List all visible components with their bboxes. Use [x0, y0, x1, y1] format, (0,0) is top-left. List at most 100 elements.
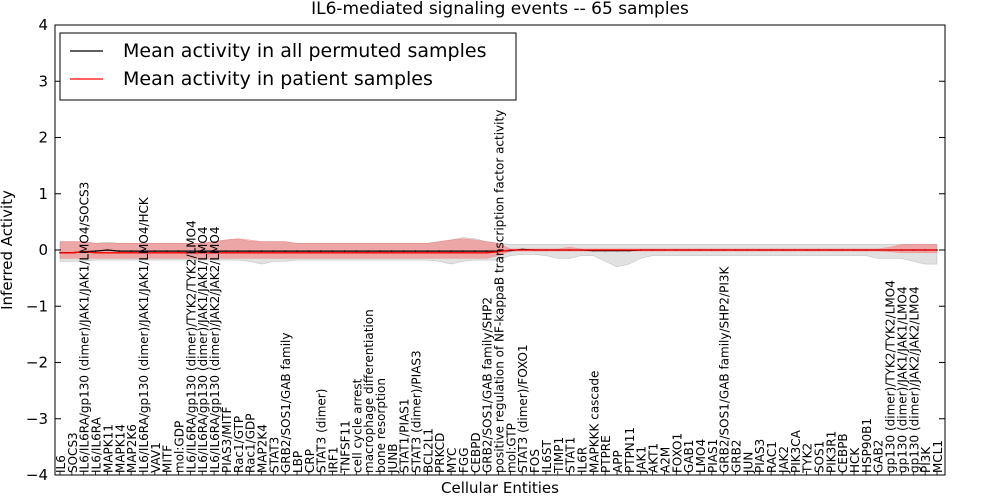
entity-label: JUN	[741, 452, 755, 474]
point-permuted	[177, 250, 180, 252]
entity-label: PTPRE	[599, 435, 613, 473]
entity-label: MAPK14	[113, 424, 127, 473]
entity-label: TYK2	[801, 443, 815, 474]
entity-label: SOS1	[813, 441, 827, 473]
legend-box	[59, 32, 517, 101]
entity-label: GRB2	[730, 439, 744, 473]
entity-label: HSP90B1	[860, 418, 874, 473]
point-permuted	[284, 250, 287, 252]
entity-label: APP	[611, 450, 625, 473]
entity-label: VAV1	[149, 442, 163, 473]
legend-label-permuted: Mean activity in all permuted samples	[123, 40, 486, 62]
entity-label: CRP	[303, 449, 317, 473]
x-axis-label: Cellular Entities	[441, 479, 559, 497]
entity-label: BCL2L1	[421, 428, 435, 473]
point-permuted	[165, 250, 168, 252]
y-tick-label: −1	[26, 297, 48, 315]
entity-label: TNFSF11	[338, 420, 352, 474]
legend: Mean activity in all permuted samples Me…	[59, 32, 517, 101]
entity-label: TIMP1	[552, 437, 566, 474]
point-permuted	[367, 250, 369, 252]
entity-label: FOS	[528, 449, 542, 473]
entity-label: JAK1	[635, 446, 649, 474]
entity-label: MCL1	[931, 440, 945, 473]
entity-label: GAB2	[872, 440, 886, 473]
entity-label: SOCS3	[66, 432, 80, 473]
point-permuted	[414, 250, 417, 252]
point-permuted	[225, 250, 227, 252]
point-permuted	[189, 250, 192, 252]
point-permuted	[308, 250, 310, 252]
entity-label: mol:GDP	[173, 421, 187, 473]
y-tick-label: −3	[26, 410, 48, 428]
point-permuted	[402, 250, 405, 252]
entity-label: PIK3R1	[824, 431, 838, 473]
point-permuted	[260, 250, 263, 252]
point-permuted	[130, 250, 132, 252]
y-tick-label: 0	[38, 241, 48, 259]
entity-label: PI3K	[919, 446, 933, 473]
point-permuted	[450, 250, 452, 252]
entity-label: PTPN11	[623, 427, 637, 473]
point-permuted	[118, 250, 121, 252]
entity-label: FGG	[457, 448, 471, 474]
entity-label: STAT1/PIAS1	[398, 398, 412, 473]
point-permuted	[355, 250, 358, 252]
entity-label: cell cycle arrest	[350, 378, 364, 473]
point-permuted	[426, 250, 429, 252]
entity-label: gp130 (dimer)/JAK2/JAK2/LMO4	[907, 286, 921, 473]
entity-label: mol:GTP	[504, 423, 518, 473]
entity-label: positive regulation of NF-kappaB transcr…	[493, 110, 507, 473]
chart-title: IL6-mediated signaling events -- 65 samp…	[311, 0, 689, 19]
point-permuted	[391, 250, 393, 252]
entity-label: JUNB	[386, 443, 400, 474]
entity-label: macrophage differentiation	[362, 309, 376, 473]
entity-label: IL6/IL6RA/gp130 (dimer)/JAK1/JAK1/LMO4/S…	[78, 182, 92, 473]
point-permuted	[462, 250, 464, 252]
y-axis-label: Inferred Activity	[0, 190, 16, 310]
entity-label: IL6/IL6RA/gp130 (dimer)/TYK2/TYK2/LMO4	[184, 220, 198, 473]
entity-label: gp130 (dimer)/TYK2/TYK2/LMO4	[884, 280, 898, 473]
entity-label: GRB2/SOS1/GAB family	[279, 333, 293, 474]
point-permuted	[379, 250, 381, 252]
point-permuted	[154, 250, 156, 252]
entity-label: MAP2K4	[256, 424, 270, 473]
point-permuted	[201, 250, 203, 252]
entity-label: MITF	[161, 445, 175, 473]
entity-label: Rac1/GTP	[232, 416, 246, 473]
entity-label: STAT3 (dimer)/FOXO1	[516, 344, 530, 473]
entity-label: Rac1/GDP	[244, 414, 258, 473]
entity-label: AKT1	[647, 443, 661, 473]
entity-label: PIAS1	[706, 439, 720, 473]
point-permuted	[213, 250, 215, 252]
entity-label: PIK3CA	[789, 429, 803, 473]
point-permuted	[331, 250, 334, 252]
point-permuted	[237, 250, 239, 252]
entity-label: IL6/IL6RA/gp130 (dimer)/JAK1/JAK1/LMO4/H…	[137, 196, 151, 473]
point-permuted	[142, 250, 144, 252]
entity-label: MAP2K6	[125, 424, 139, 473]
entity-label: CEBPB	[836, 433, 850, 473]
entity-label: IL6ST	[540, 440, 554, 473]
point-permuted	[343, 250, 346, 252]
entity-label: MYC	[445, 448, 459, 473]
y-tick-label: 1	[38, 185, 48, 203]
entity-label: LBP	[291, 451, 305, 473]
entity-label: STAT3 (dimer)/PIAS3	[410, 350, 424, 473]
y-tick-label: 3	[38, 72, 48, 90]
legend-label-patient: Mean activity in patient samples	[123, 68, 433, 90]
entity-label: GRB2/SOS1/GAB family/SHP2	[481, 297, 495, 473]
point-permuted	[296, 250, 298, 252]
point-permuted	[106, 249, 109, 251]
point-permuted	[485, 250, 488, 252]
entity-label: IL6/IL6RA/gp130 (dimer)/JAK1/JAK1/LMO4	[196, 227, 210, 473]
entity-label: HCK	[848, 447, 862, 473]
y-tick-label: −2	[26, 354, 48, 372]
entity-label: RAC1	[765, 441, 779, 473]
point-permuted	[272, 250, 275, 252]
entity-label: GRB2/SOS1/GAB family/SHP2/PI3K	[718, 265, 732, 473]
entity-label: PIAS3/MITF	[220, 406, 234, 473]
entity-label: IL6/IL6RA	[90, 416, 104, 473]
